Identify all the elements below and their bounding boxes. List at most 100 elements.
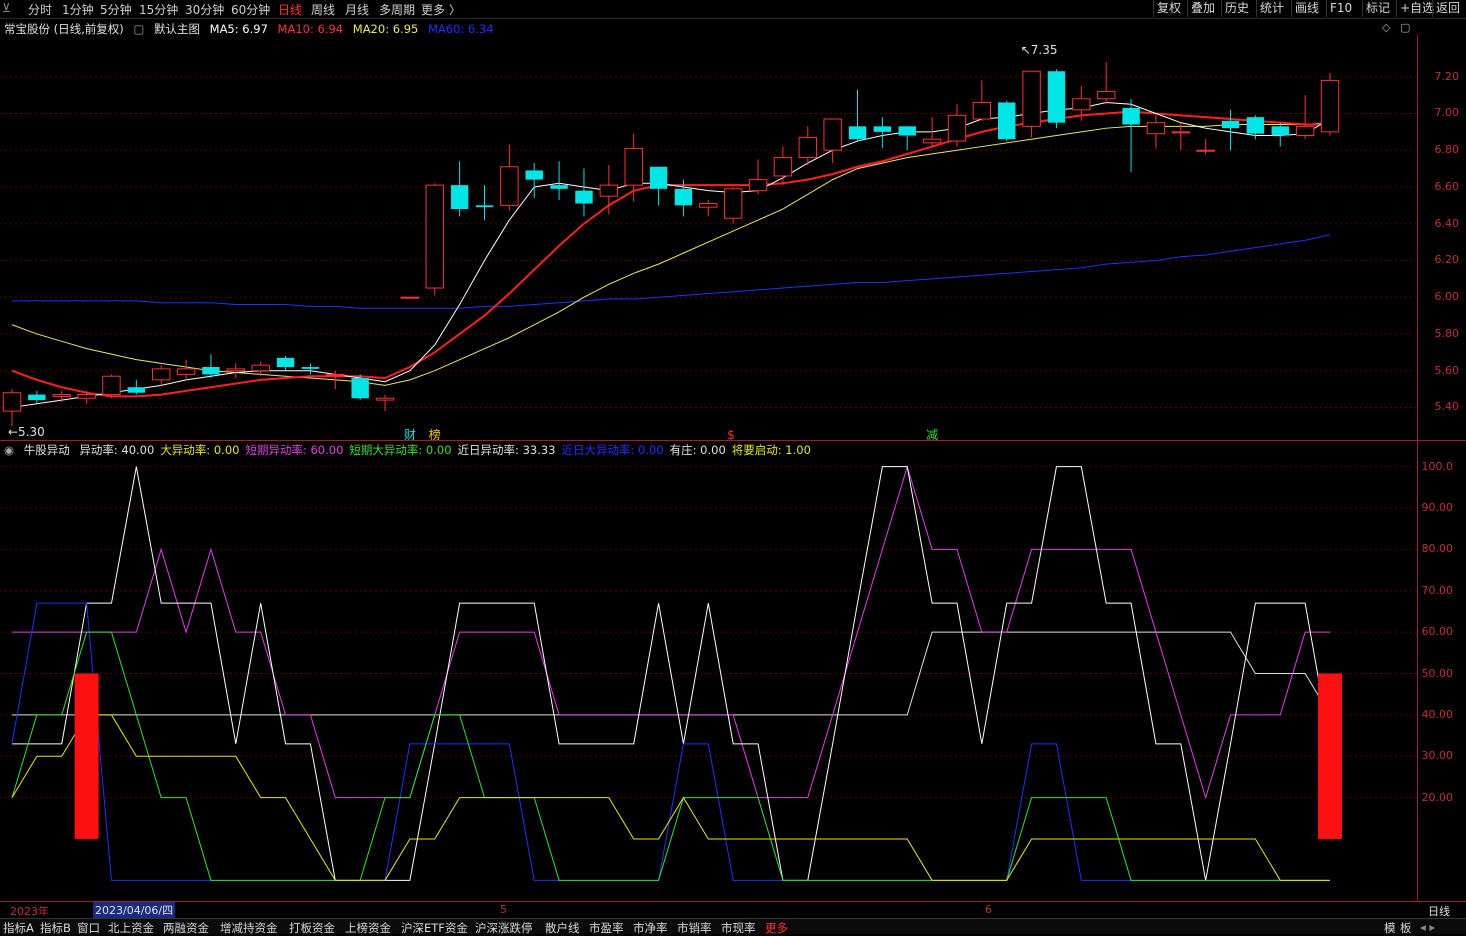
toolbar-button-4[interactable]: 画线 (1291, 0, 1322, 17)
period-tab-8[interactable]: 月线 (345, 3, 370, 17)
bottom-tab-9[interactable]: 沪深涨跌停 (475, 921, 533, 935)
toolbar-button-8[interactable]: 返回 (1432, 0, 1463, 17)
window-icon[interactable]: ▢ (1400, 21, 1411, 34)
candle (152, 365, 171, 386)
candle-body (674, 188, 693, 206)
candle (475, 185, 494, 221)
bottom-tab-2[interactable]: 窗口 (77, 921, 100, 935)
candle-body (450, 185, 469, 210)
square-icon[interactable]: ▢ (133, 22, 145, 36)
toolbar-button-1[interactable]: 叠加 (1187, 0, 1218, 17)
bottom-tab-12[interactable]: 市净率 (633, 921, 668, 935)
candle-body (52, 394, 71, 397)
toolbar-button-7[interactable]: +自选 (1396, 0, 1437, 17)
period-tab-4[interactable]: 30分钟 (185, 3, 225, 17)
ma20-line (11, 122, 1331, 386)
candle-body (649, 166, 668, 189)
bottom-tab-10[interactable]: 散户线 (545, 921, 580, 935)
candle (1196, 139, 1215, 154)
candle-body (2, 392, 22, 412)
period-tab-10[interactable]: 更多 〉 (421, 3, 461, 17)
price-tick: 7.00 (1434, 106, 1460, 120)
bottom-tab-5[interactable]: 增减持资金 (220, 921, 278, 935)
eye-icon[interactable]: ◉ (4, 443, 15, 457)
candle-body (1122, 107, 1140, 125)
candle-body (152, 368, 171, 381)
bottom-tab-7[interactable]: 上榜资金 (345, 921, 391, 935)
toolbar-button-3[interactable]: 统计 (1256, 0, 1287, 17)
bottom-tab-4[interactable]: 两融资金 (163, 921, 209, 935)
period-tab-7[interactable]: 周线 (311, 3, 336, 17)
price-tick: 6.20 (1434, 253, 1460, 267)
candle (351, 374, 369, 401)
toolbar-button-6[interactable]: 标记 (1362, 0, 1393, 17)
indicator-tick: 60.00 (1421, 625, 1454, 639)
candle-body (922, 138, 942, 144)
period-tab-1[interactable]: 1分钟 (62, 3, 94, 17)
period-tab-3[interactable]: 15分钟 (139, 3, 179, 17)
indicator-name[interactable]: 牛股异动 (23, 443, 70, 457)
main-chart-info: 常宝股份 (日线,前复权) ▢ 默认主图 MA5: 6.97 MA10: 6.9… (4, 21, 500, 37)
bottom-tab-3[interactable]: 北上资金 (108, 921, 154, 935)
candle-body (176, 368, 196, 375)
candle-body (1320, 79, 1340, 133)
bottom-arrows-icon[interactable]: ◂ ▸ (1420, 920, 1436, 934)
indicator-chart[interactable] (0, 446, 1417, 901)
indicator-series-line (11, 631, 1330, 881)
candle (1246, 115, 1265, 140)
candle-body (375, 397, 395, 401)
candle (873, 117, 892, 149)
period-tab-0[interactable]: 分时 (28, 3, 53, 17)
indicator-series-line (11, 714, 1330, 881)
toolbar-button-0[interactable]: 复权 (1153, 0, 1184, 17)
candle (723, 186, 743, 224)
bottom-tab-14[interactable]: 市现率 (721, 921, 756, 935)
bottom-tab-0[interactable]: 指标A (3, 921, 34, 935)
candle (450, 161, 469, 217)
bottom-tab-15[interactable]: 更多 (765, 921, 788, 935)
candle (425, 183, 444, 296)
candle (1221, 109, 1240, 151)
diamond-icon[interactable]: ◇ (1382, 21, 1391, 34)
bottom-tab-6[interactable]: 打板资金 (289, 921, 335, 935)
toolbar-button-2[interactable]: 历史 (1221, 0, 1252, 17)
period-tab-2[interactable]: 5分钟 (100, 3, 132, 17)
candle-body (226, 368, 246, 372)
signal-bar (74, 673, 99, 839)
candle-body (550, 185, 568, 189)
candle (1096, 62, 1116, 105)
bottom-tab-11[interactable]: 市盈率 (589, 921, 624, 935)
price-tick: 6.00 (1434, 290, 1460, 304)
bottom-right-ban[interactable]: 板 (1400, 921, 1412, 935)
bottom-right-mo[interactable]: 模 (1384, 921, 1396, 935)
candle (1122, 98, 1140, 173)
candle-body (848, 126, 867, 140)
candle-body (202, 367, 220, 375)
time-axis: 2023年 2023/04/06/四 5 6 日线 (0, 901, 1466, 919)
candle-body (723, 188, 743, 219)
candle-body (1072, 98, 1091, 111)
ma5-line (11, 101, 1331, 408)
indicator-tick: 100.0 (1421, 459, 1454, 473)
candlestick-chart[interactable]: ↖7.35 ←5.30 财 榜 $ 减 (0, 35, 1417, 440)
stock-label: 常宝股份 (日线,前复权) (4, 22, 124, 36)
candle-body (748, 179, 768, 192)
bottom-tab-13[interactable]: 市销率 (677, 921, 712, 935)
period-tab-9[interactable]: 多周期 (379, 3, 416, 17)
period-tab-6[interactable]: 日线 (278, 3, 303, 17)
collapse-icon[interactable]: ⊻ (2, 1, 11, 15)
signal-tag-1: 榜 (429, 427, 441, 440)
toolbar-button-5[interactable]: F10 (1326, 0, 1355, 17)
bottom-tab-1[interactable]: 指标B (40, 921, 71, 935)
period-tab-5[interactable]: 60分钟 (231, 3, 271, 17)
candle-body (301, 367, 320, 369)
ma60-line (12, 234, 1331, 309)
indicator-label[interactable]: 默认主图 (153, 22, 200, 36)
bottom-tab-8[interactable]: 沪深ETF资金 (401, 921, 468, 935)
signal-tag-3: 减 (926, 428, 938, 440)
candle-body (1171, 131, 1190, 134)
candle (972, 80, 992, 121)
indicator-value-4: 近日异动率: 33.33 (457, 443, 556, 457)
candle (575, 168, 593, 217)
price-tick: 7.20 (1434, 69, 1460, 83)
